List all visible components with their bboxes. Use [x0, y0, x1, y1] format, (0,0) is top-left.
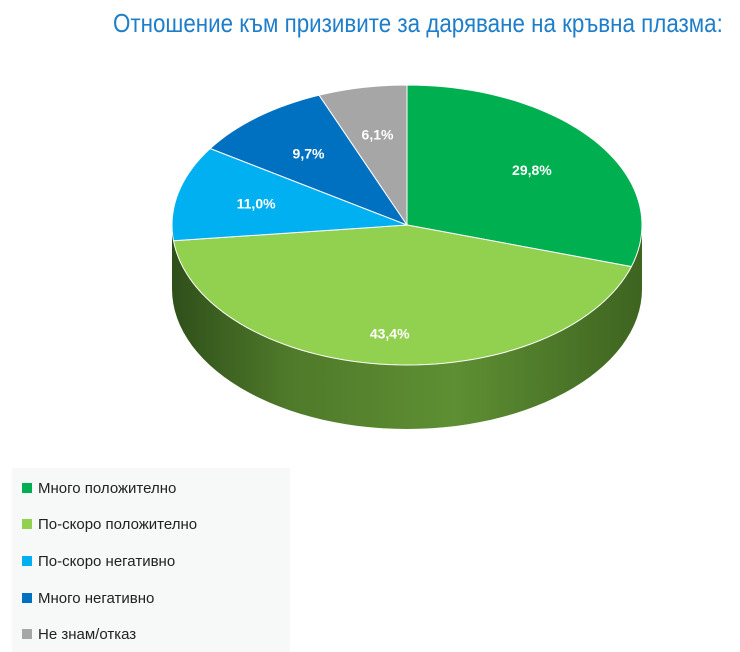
- pie-slice-very-negative: [209, 94, 408, 226]
- legend-swatch: [22, 556, 32, 566]
- legend-swatch: [22, 519, 32, 529]
- legend-label: Много положително: [38, 479, 177, 497]
- pie-slice-rather-negative: [171, 148, 408, 242]
- data-label-rather-positive: 43,4%: [370, 326, 410, 342]
- pie-slice-very-positive: [406, 84, 643, 268]
- pie-side-face: [172, 225, 642, 429]
- data-label-rather-negative: 11,0%: [237, 196, 276, 212]
- pie-side-wall: [172, 225, 642, 429]
- legend: Много положително По-скоро положително П…: [12, 468, 290, 652]
- chart-title: Отношение към призивите за даряване на к…: [112, 8, 723, 38]
- legend-item-very-positive: Много положително: [22, 478, 176, 498]
- pie-data-labels: 29,8% 43,4% 11,0% 9,7% 6,1%: [237, 126, 553, 341]
- legend-label: По-скоро положително: [38, 515, 198, 533]
- legend-item-dont-know: Не знам/отказ: [22, 624, 136, 644]
- legend-item-rather-positive: По-скоро положително: [22, 514, 197, 534]
- pie-slice-rather-positive: [173, 224, 632, 366]
- legend-swatch: [22, 483, 32, 493]
- legend-label: Много негативно: [38, 589, 155, 607]
- legend-label: Не знам/отказ: [38, 625, 137, 643]
- legend-item-very-negative: Много негативно: [22, 588, 154, 608]
- pie-slices: [171, 84, 643, 366]
- pie-slice-dont-know: [318, 84, 408, 226]
- legend-swatch: [22, 593, 32, 603]
- legend-swatch: [22, 629, 32, 639]
- data-label-very-positive: 29,8%: [512, 162, 552, 178]
- legend-label: По-скоро негативно: [38, 552, 176, 570]
- data-label-very-negative: 9,7%: [293, 146, 325, 162]
- legend-item-rather-negative: По-скоро негативно: [22, 551, 175, 571]
- data-label-dont-know: 6,1%: [362, 126, 394, 142]
